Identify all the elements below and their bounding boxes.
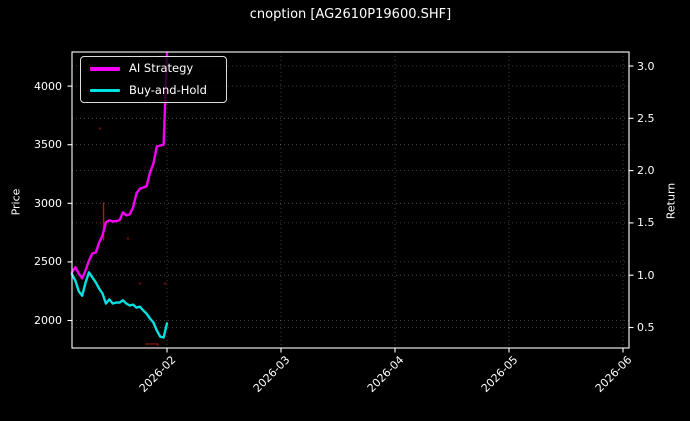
faint-trade-dot bbox=[98, 127, 102, 130]
return-axis-label: Return bbox=[664, 182, 678, 220]
buy-and-hold-line-swatch bbox=[90, 88, 120, 92]
faint-trade-dot bbox=[138, 282, 142, 285]
legend-label-ai-strategy: AI Strategy bbox=[129, 61, 194, 75]
return-tick-label: 1.5 bbox=[637, 216, 655, 230]
return-tick-label: 2.5 bbox=[637, 111, 655, 125]
trade-markers bbox=[98, 127, 167, 346]
plot-border bbox=[71, 51, 630, 349]
faint-trade-dot bbox=[126, 237, 130, 240]
return-tick-label: 1.0 bbox=[637, 268, 655, 282]
ai-strategy-line bbox=[70, 52, 169, 280]
legend: AI Strategy Buy-and-Hold bbox=[80, 56, 227, 103]
price-tick-label: 3500 bbox=[34, 138, 62, 152]
price-tick-label: 2000 bbox=[34, 314, 62, 327]
buy-and-hold-line bbox=[70, 271, 169, 339]
chart-title: cnoption [AG2610P19600.SHF] bbox=[249, 7, 452, 22]
return-tick-label: 0.5 bbox=[637, 321, 655, 334]
tick-marks bbox=[67, 65, 634, 353]
price-tick-label: 2500 bbox=[34, 255, 62, 269]
legend-item-buy-and-hold: Buy-and-Hold bbox=[90, 82, 217, 97]
price-tick-label: 4000 bbox=[34, 79, 62, 93]
return-tick-label: 3.0 bbox=[637, 59, 655, 73]
ai-strategy-line-swatch bbox=[90, 67, 120, 71]
faint-trade-dot bbox=[163, 282, 167, 285]
price-axis-label: Price bbox=[9, 188, 23, 216]
return-tick-label: 2.0 bbox=[637, 164, 655, 178]
legend-item-ai-strategy: AI Strategy bbox=[90, 61, 217, 75]
legend-label-buy-and-hold: Buy-and-Hold bbox=[129, 82, 207, 97]
price-tick-label: 3000 bbox=[34, 196, 62, 210]
